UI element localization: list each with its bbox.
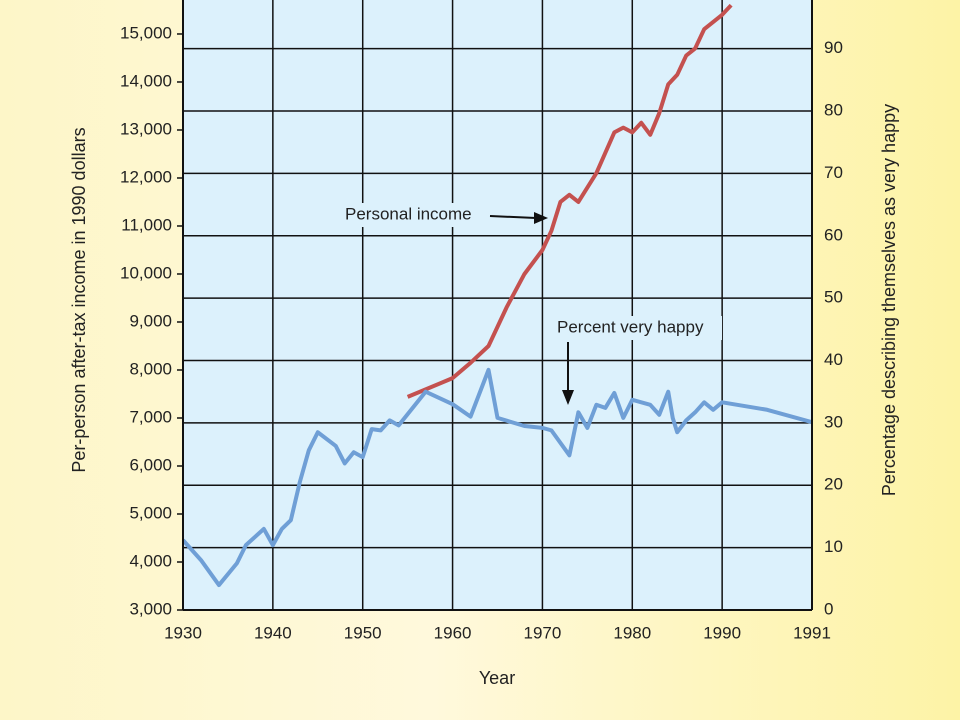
y2-tick-label: 30 xyxy=(824,412,843,431)
series-line xyxy=(183,367,812,588)
x-tick-label: 1990 xyxy=(703,623,741,642)
x-tick-label: 1980 xyxy=(613,623,651,642)
y-tick-label: 9,000 xyxy=(129,311,172,330)
y2-tick-label: 0 xyxy=(824,599,833,618)
annotation-arrowhead xyxy=(562,390,574,405)
y-tick-label: 6,000 xyxy=(129,455,172,474)
y-tick-label: 5,000 xyxy=(129,503,172,522)
annotation: Percent very happy xyxy=(557,317,704,336)
lines xyxy=(183,3,812,588)
y2-tick-label: 40 xyxy=(824,350,843,369)
y-tick-label: 4,000 xyxy=(129,551,172,570)
plot-area xyxy=(183,0,812,610)
x-axis-title: Year xyxy=(479,668,515,688)
y2-tick-label: 90 xyxy=(824,38,843,57)
y-tick-label: 13,000 xyxy=(120,119,172,138)
y-tick-label: 8,000 xyxy=(129,359,172,378)
y2-tick-label: 80 xyxy=(824,101,843,120)
y-tick-label: 10,000 xyxy=(120,263,172,282)
labels: 1930 1940 1950 1960 1970 1980 1990 1991 3,000 4,0… xyxy=(120,23,843,642)
series-line xyxy=(406,3,733,399)
x-tick-label: 1950 xyxy=(344,623,382,642)
y-axis-title: Per-person after-tax income in 1990 doll… xyxy=(69,127,89,472)
y2-tick-label: 20 xyxy=(824,475,843,494)
y-tick-label: 15,000 xyxy=(120,23,172,42)
y-tick-label: 12,000 xyxy=(120,167,172,186)
y2-tick-label: 50 xyxy=(824,288,843,307)
y2-tick-label: 10 xyxy=(824,537,843,556)
x-tick-label: 1970 xyxy=(524,623,562,642)
x-tick-label: 1991 xyxy=(793,623,831,642)
y2-axis-title: Percentage describing themselves as very… xyxy=(879,104,899,496)
annotation: Personal income xyxy=(345,204,472,223)
y2-tick-label: 60 xyxy=(824,225,843,244)
y-tick-label: 14,000 xyxy=(120,71,172,90)
y-tick-label: 3,000 xyxy=(129,599,172,618)
x-tick-label: 1940 xyxy=(254,623,292,642)
y-tick-label: 7,000 xyxy=(129,407,172,426)
annotation-bg xyxy=(340,203,486,227)
x-tick-label: 1960 xyxy=(434,623,472,642)
annotation-arrow xyxy=(489,215,537,219)
annotation-arrowhead xyxy=(534,212,548,224)
y2-tick-label: 70 xyxy=(824,163,843,182)
annotation-bg xyxy=(552,316,722,340)
x-tick-label: 1930 xyxy=(164,623,202,642)
y-tick-label: 11,000 xyxy=(121,215,172,234)
